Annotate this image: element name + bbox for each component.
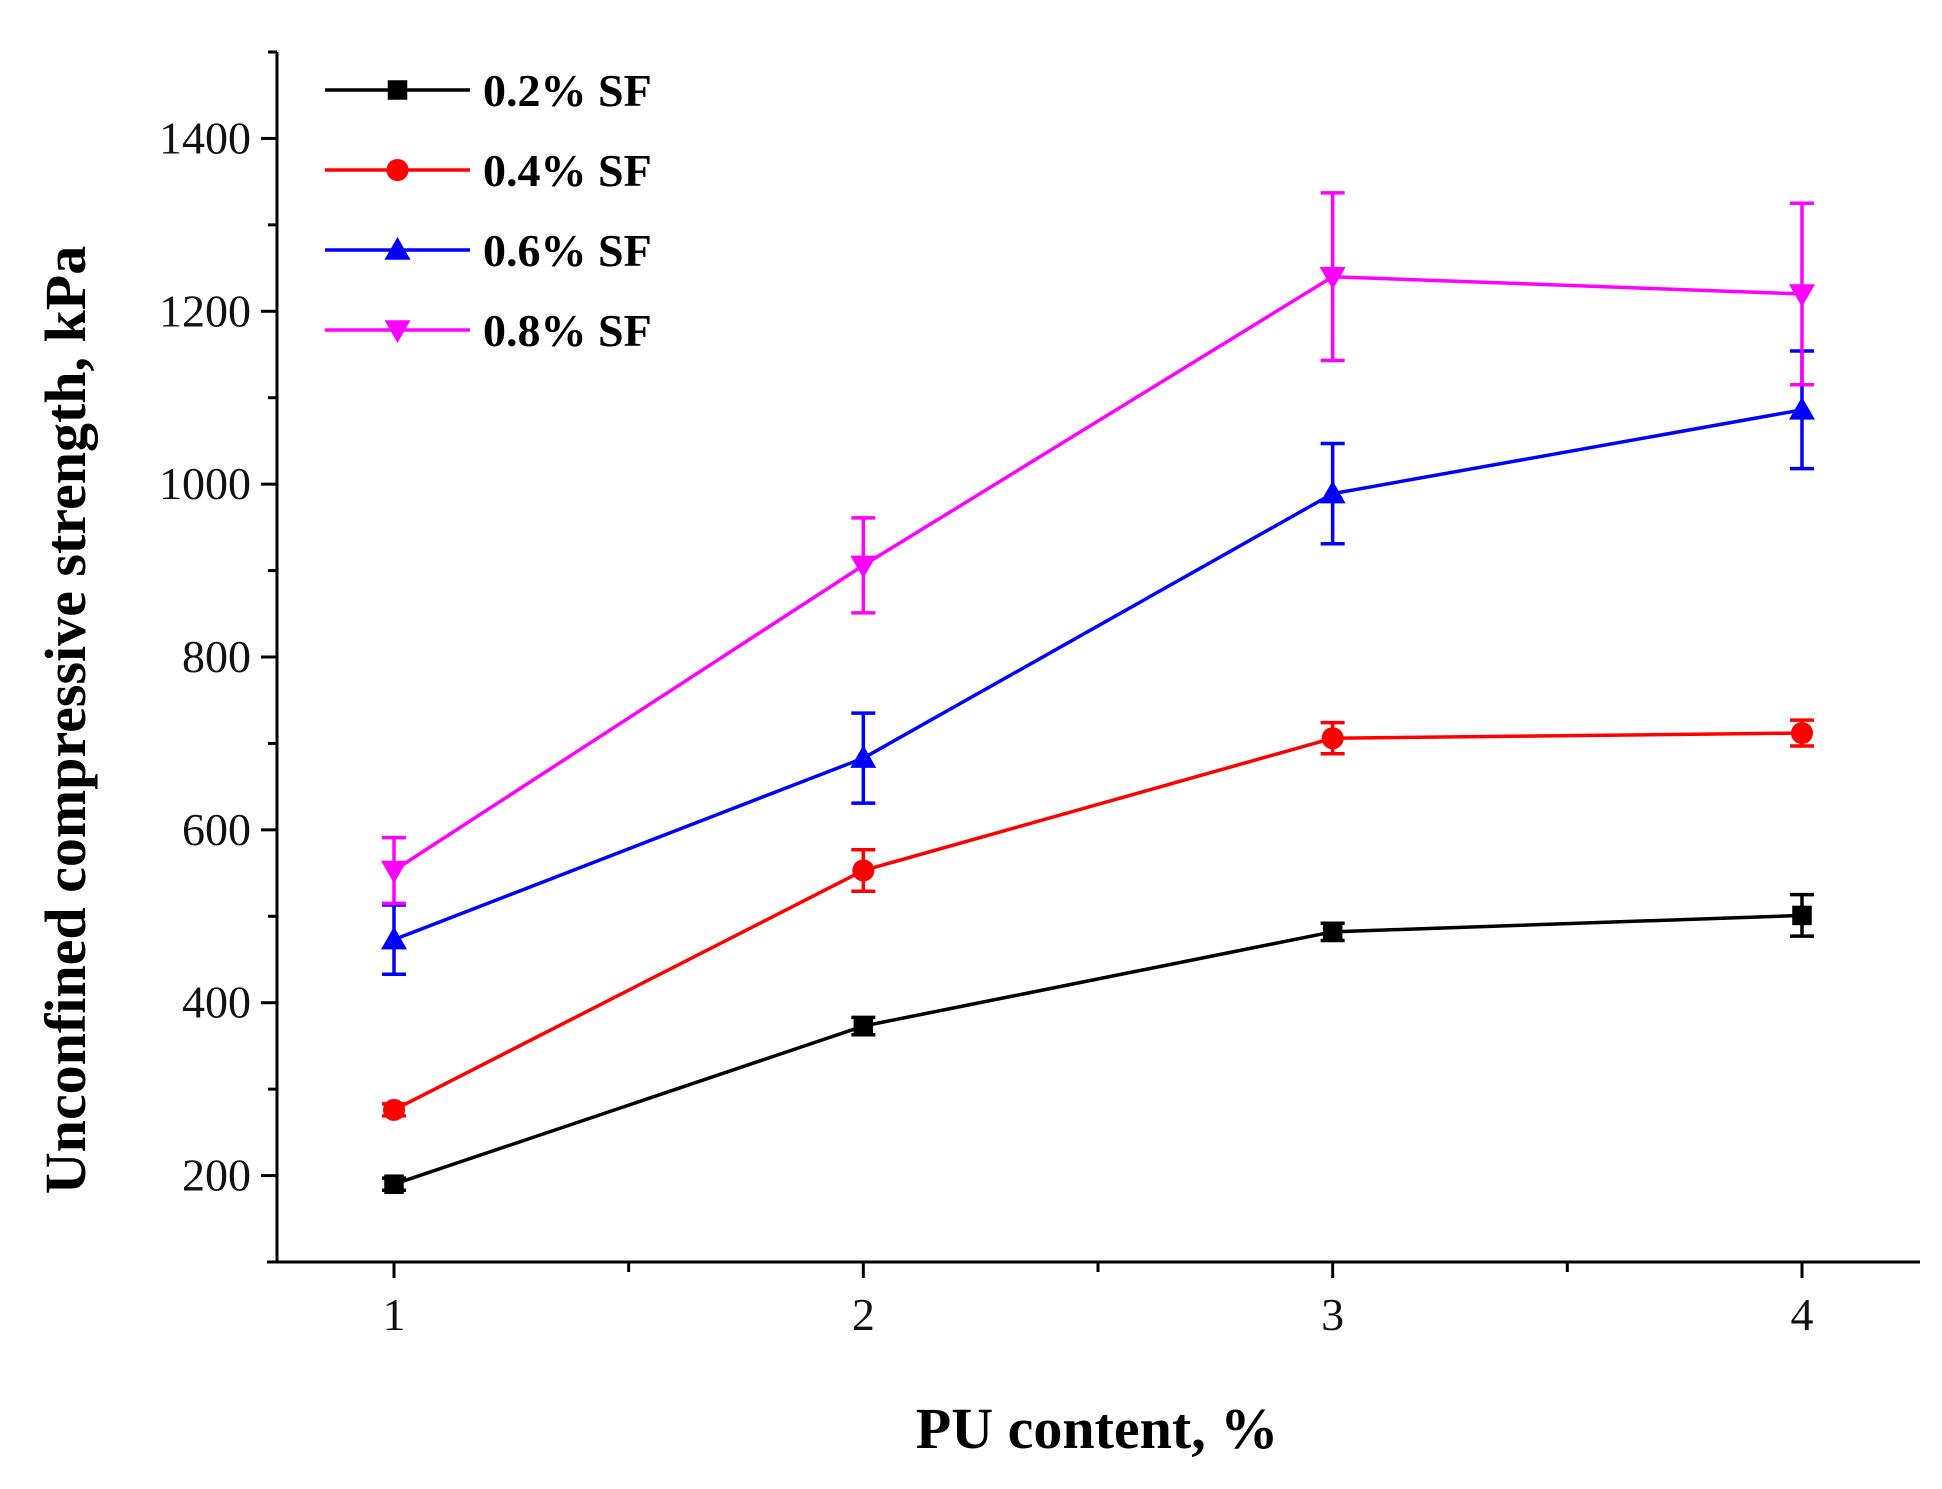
y-tick-label: 1200 <box>159 285 251 336</box>
legend-marker <box>387 80 408 100</box>
legend-item: 0.4% SF <box>325 145 652 196</box>
series-2 <box>382 718 1814 1121</box>
data-point <box>381 926 407 950</box>
x-tick-label: 3 <box>1321 1289 1344 1340</box>
data-point <box>1792 905 1812 926</box>
axes: 200 400 600 800 1000 1200 1400 1 2 3 4 <box>159 50 1920 1340</box>
data-point <box>382 1098 406 1121</box>
series-4 <box>381 191 1815 906</box>
data-point <box>850 745 877 768</box>
x-axis-title: PU content, % <box>916 1396 1278 1461</box>
series-line <box>393 913 1803 1186</box>
y-tick-label: 1000 <box>159 458 251 509</box>
y-tick-label: 400 <box>182 977 251 1028</box>
data-point <box>1319 480 1346 504</box>
series-line <box>393 274 1803 872</box>
legend-marker <box>384 320 411 343</box>
y-tick-label: 600 <box>182 804 251 855</box>
legend-item: 0.2% SF <box>325 65 652 116</box>
data-point <box>850 555 877 579</box>
y-axis-title: Unconfined compressive strength, kPa <box>33 246 98 1194</box>
y-tick-label: 800 <box>182 631 251 682</box>
data-point <box>1788 284 1815 307</box>
data-point <box>1319 266 1346 290</box>
legend-label: 0.4% SF <box>483 145 652 196</box>
y-tick-label: 1400 <box>159 112 251 163</box>
data-point <box>381 860 407 884</box>
data-point <box>1322 922 1343 942</box>
series-line <box>393 731 1803 1112</box>
legend: 0.2% SF 0.4% SF 0.6% SF 0.8% SF <box>325 65 652 356</box>
legend-marker <box>386 158 409 182</box>
x-tick-label: 1 <box>383 1289 406 1340</box>
x-tick-label: 4 <box>1790 1289 1813 1340</box>
data-point <box>1788 396 1815 420</box>
series-layer <box>381 191 1815 1194</box>
legend-label: 0.2% SF <box>483 65 652 116</box>
data-point <box>852 859 875 882</box>
series-line <box>393 408 1803 942</box>
legend-item: 0.6% SF <box>325 225 652 276</box>
data-point <box>1790 722 1814 745</box>
data-point <box>384 1174 404 1194</box>
legend-label: 0.8% SF <box>483 305 652 356</box>
x-tick-label: 2 <box>852 1289 875 1340</box>
legend-marker <box>384 237 411 260</box>
data-point <box>853 1016 874 1036</box>
y-tick-label: 200 <box>182 1150 251 1201</box>
series-3 <box>381 349 1815 976</box>
legend-item: 0.8% SF <box>325 305 652 356</box>
series-1 <box>382 892 1814 1194</box>
data-point <box>1321 727 1344 750</box>
legend-label: 0.6% SF <box>483 225 652 276</box>
